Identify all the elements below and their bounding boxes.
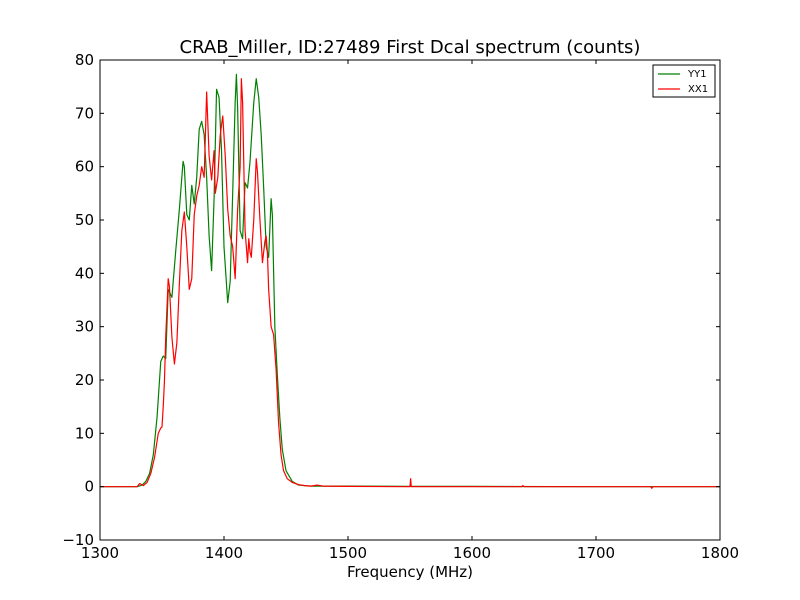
y-tick-label: 0 (84, 478, 94, 496)
legend: YY1 XX1 (652, 64, 716, 98)
legend-box (652, 64, 716, 98)
y-tick-label: 30 (75, 318, 94, 336)
y-tick-label: 50 (75, 211, 94, 229)
x-tick-label: 1400 (205, 544, 243, 562)
x-tick-label: 1500 (329, 544, 367, 562)
y-tick-label: 70 (75, 104, 94, 122)
series-layer (100, 73, 720, 489)
y-tick-label: 10 (75, 424, 94, 442)
chart-title: CRAB_Miller, ID:27489 First Dcal spectru… (180, 37, 641, 58)
plot-frame (99, 59, 721, 541)
series-line-yy1 (100, 73, 720, 488)
series-line-xx1 (100, 78, 720, 489)
tick-layer (99, 59, 721, 541)
y-tick-label: 40 (75, 264, 94, 282)
y-tick-label: 20 (75, 371, 94, 389)
x-axis-label: Frequency (MHz) (347, 563, 473, 581)
x-tick-label: 1700 (577, 544, 615, 562)
legend-label-xx1: XX1 (688, 84, 708, 95)
x-tick-label: 1600 (453, 544, 491, 562)
y-tick-label: 80 (75, 51, 94, 69)
x-tick-label: 1800 (701, 544, 739, 562)
legend-label-yy1: YY1 (687, 69, 707, 80)
y-tick-label: 60 (75, 158, 94, 176)
y-tick-label: −10 (62, 531, 94, 549)
tick-label-layer: 1300 1400 1500 1600 1700 1800 −10 0 10 20 30 40 50 60… (62, 51, 739, 562)
x-tick-label: 1300 (81, 544, 119, 562)
